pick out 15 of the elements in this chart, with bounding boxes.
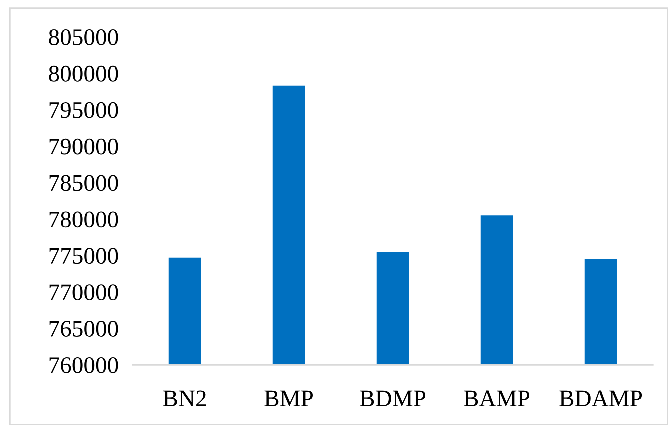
y-tick-label: 780000 bbox=[50, 212, 118, 228]
y-tick-label: 770000 bbox=[50, 284, 118, 301]
y-tick-label: 775000 bbox=[50, 248, 118, 264]
x-tick-label: BAMP bbox=[464, 390, 530, 406]
y-tick-label: 805000 bbox=[49, 29, 118, 46]
x-tick-label: BN2 bbox=[163, 390, 206, 406]
y-tick-label: 790000 bbox=[50, 138, 118, 155]
y-tick-label: 800000 bbox=[49, 66, 118, 82]
x-tick-label: BMP bbox=[264, 390, 313, 406]
x-tick-label: BDMP bbox=[360, 390, 426, 406]
y-tick-label: 785000 bbox=[50, 175, 118, 192]
y-tick-label: 795000 bbox=[50, 102, 118, 118]
x-tick-label: BDAMP bbox=[560, 390, 642, 406]
y-tick-label: 760000 bbox=[50, 357, 118, 374]
y-tick-label: 765000 bbox=[50, 321, 118, 337]
